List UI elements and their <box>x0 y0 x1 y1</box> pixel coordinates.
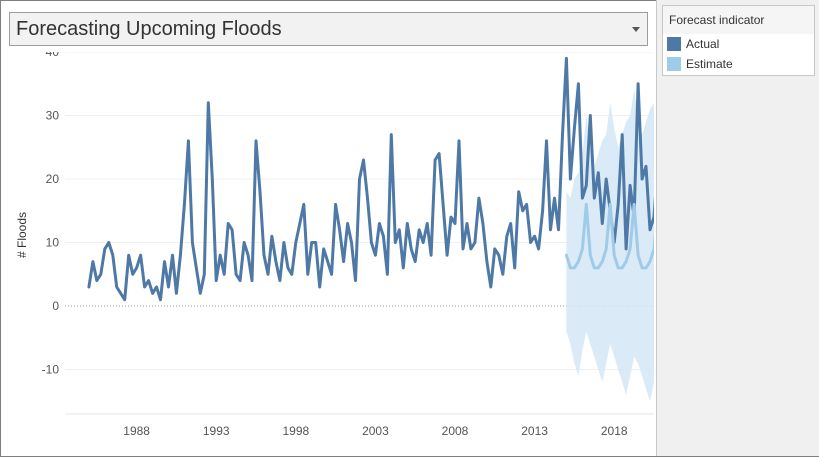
legend-item-actual[interactable]: Actual <box>663 34 814 54</box>
legend-item-estimate[interactable]: Estimate <box>663 54 814 74</box>
legend: Forecast indicator Actual Estimate <box>662 5 815 76</box>
estimate-series-line[interactable] <box>564 202 668 270</box>
title-dropdown[interactable]: Forecasting Upcoming Floods <box>9 12 648 46</box>
y-tick-label: 30 <box>46 109 60 123</box>
legend-title: Forecast indicator <box>663 6 814 34</box>
y-tick-label: -10 <box>42 363 60 377</box>
x-tick-label: 2008 <box>442 424 469 438</box>
grid-layer <box>65 51 654 371</box>
x-tick-label: 2013 <box>521 424 548 438</box>
legend-swatch-actual <box>667 37 681 51</box>
y-tick-label: 0 <box>52 299 59 313</box>
x-tick-label: 1988 <box>123 424 150 438</box>
y-tick-label: 10 <box>46 236 60 250</box>
y-axis-label: # Floods <box>15 212 29 258</box>
flood-line-chart: 40 30 20 10 0 -10 1988 1993 1998 2003 2008 2013 2018… <box>15 45 819 438</box>
chart-area: 40 30 20 10 0 -10 1988 1993 1998 2003 2008 2013 2018… <box>9 45 819 452</box>
chevron-down-icon[interactable] <box>632 26 640 32</box>
x-tick-label: 2018 <box>601 424 628 438</box>
x-tick-label: 1993 <box>203 424 230 438</box>
legend-swatch-estimate <box>667 57 681 71</box>
plot-background <box>65 52 654 414</box>
legend-label-estimate: Estimate <box>686 57 733 71</box>
right-panel <box>656 0 819 456</box>
y-tick-label: 40 <box>46 52 60 59</box>
y-tick-label: 20 <box>46 172 60 186</box>
x-tick-label: 1998 <box>282 424 309 438</box>
x-tick-label: 2003 <box>362 424 389 438</box>
dashboard-title: Forecasting Upcoming Floods <box>16 17 282 40</box>
legend-label-actual: Actual <box>686 37 720 51</box>
